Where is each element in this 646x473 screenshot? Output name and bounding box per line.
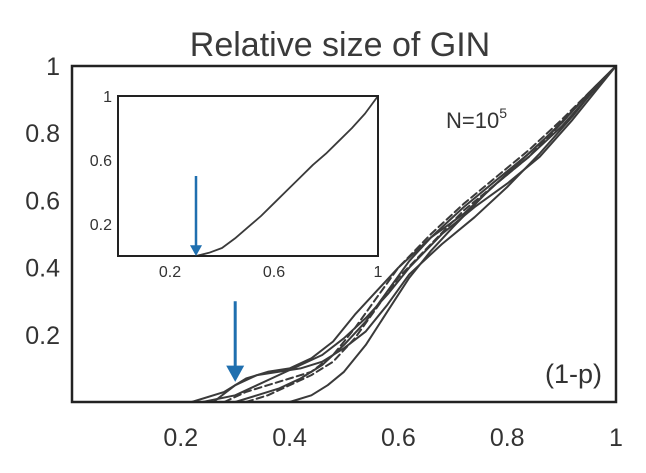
- main-y-tick-label: 0.6: [25, 187, 60, 215]
- inset-arrow-head: [190, 245, 202, 256]
- inset-threshold-arrow: [190, 176, 202, 256]
- inset-y-tick-label: 0.2: [90, 217, 112, 234]
- main-series-line-5: [223, 65, 617, 403]
- main-x-tick-label: 0.4: [272, 424, 307, 452]
- inset-background: [118, 96, 378, 256]
- inset-axis-ticks: 0.2 0.6 1 0.2 0.6 1: [90, 89, 383, 281]
- inset-plot-marks: [195, 95, 379, 257]
- main-series-line-4: [288, 65, 617, 403]
- main-x-tick-label: 1: [609, 424, 623, 452]
- main-series-line-2: [212, 65, 617, 403]
- main-y-tick-label: 0.8: [25, 120, 60, 148]
- inset-series-line-0: [195, 95, 379, 257]
- main-y-tick-label: 0.2: [25, 322, 60, 350]
- inset-x-tick-label: 1: [374, 264, 383, 281]
- sample-size-exponent: 5: [499, 105, 507, 121]
- threshold-arrow: [226, 301, 245, 382]
- main-axis-ticks: 0.2 0.4 0.6 0.8 1 0.2 0.4 0.6 0.8 1: [25, 53, 623, 452]
- main-x-tick-label: 0.6: [381, 424, 416, 452]
- main-plot-frame: [70, 64, 618, 404]
- main-x-tick-label: 0.2: [163, 424, 198, 452]
- main-series-line-6: [245, 65, 617, 403]
- main-arrow-head: [226, 365, 245, 382]
- chart-title: Relative size of GIN: [190, 26, 490, 64]
- inset-y-tick-label: 1: [103, 89, 112, 106]
- sample-size-base: N=10: [446, 108, 499, 133]
- main-x-tick-label: 0.8: [490, 424, 525, 452]
- sample-size-annotation: N=105: [446, 105, 507, 133]
- main-plot-marks: [190, 65, 617, 403]
- main-series-line-3: [234, 65, 617, 403]
- main-y-tick-label: 1: [46, 53, 60, 81]
- inset-x-tick-label: 0.2: [159, 264, 181, 281]
- x-axis-label: (1-p): [545, 359, 602, 389]
- inset-x-tick-label: 0.6: [263, 264, 285, 281]
- main-y-tick-label: 0.4: [25, 255, 60, 283]
- inset-plot-frame: [117, 95, 379, 257]
- inset-y-tick-label: 0.6: [90, 153, 112, 170]
